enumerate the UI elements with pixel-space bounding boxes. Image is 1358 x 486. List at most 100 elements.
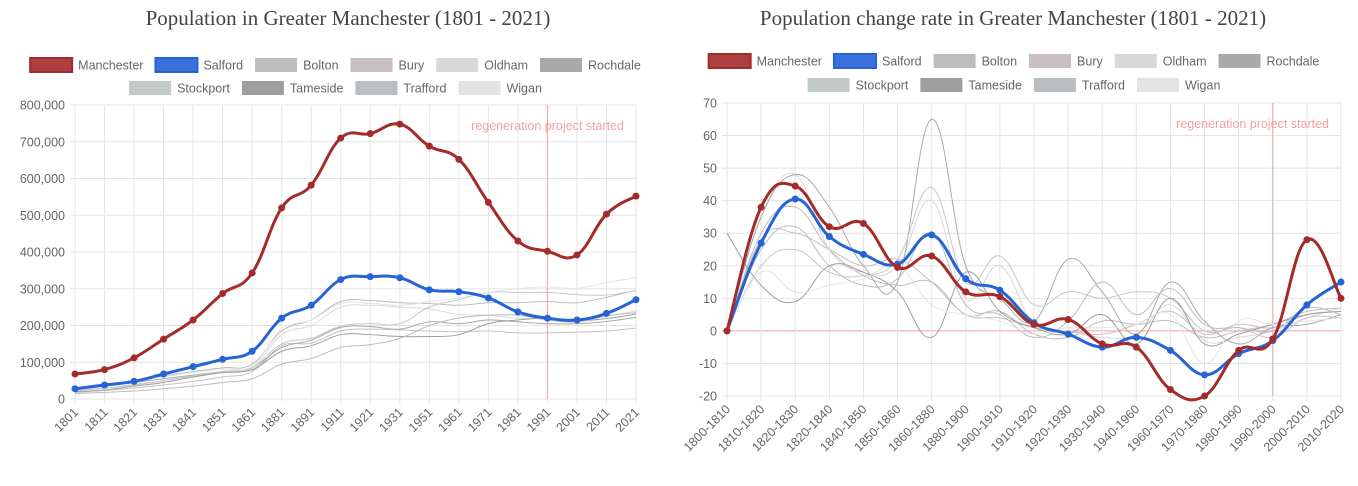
data-point [1201,392,1209,400]
legend-swatch [458,81,501,95]
data-point [632,296,640,304]
data-point [484,294,492,302]
legend-swatch [1218,54,1261,68]
legend-swatch [436,58,479,72]
x-tick-label: 1881 [258,405,288,435]
annotation-label: regeneration project started [1176,117,1329,131]
data-point [791,182,799,190]
x-tick-label: 2021 [613,405,643,435]
data-point [859,250,867,258]
x-tick-label: 1861 [229,405,259,435]
data-point [160,370,168,378]
legend-label: Rochdale [1267,55,1320,69]
series-line [726,172,1342,344]
data-point [1166,346,1174,354]
data-point [425,286,433,294]
data-point [337,134,345,142]
x-tick-label: 1991 [524,405,554,435]
legend-label: Salford [203,59,243,73]
y-tick-label: 10 [703,292,717,306]
x-tick-label: 1891 [288,405,318,435]
legend-label: Trafford [1082,79,1125,93]
x-tick-label: 1841 [170,405,200,435]
x-tick-label: 1931 [376,405,406,435]
data-point [996,293,1004,301]
data-point [757,239,765,247]
data-point [962,288,970,296]
x-tick-label: 1911 [318,405,347,434]
legend-label: Trafford [403,82,446,96]
legend-label: Tameside [968,79,1022,93]
data-point [455,155,463,163]
x-tick-label: 1851 [199,405,229,435]
data-point [825,232,833,240]
legend-swatch [1029,54,1072,68]
y-tick-label: 500,000 [20,209,65,223]
data-point [278,204,286,212]
legend-swatch [540,58,583,72]
data-point [1166,385,1174,393]
data-point [573,316,581,324]
legend-swatch [129,81,172,95]
x-tick-label: 1831 [140,405,170,435]
x-tick-label: 1811 [82,405,111,434]
legend-swatch [241,81,284,95]
data-point [1030,320,1038,328]
series-line [726,205,1342,340]
series-line [74,290,637,391]
x-tick-label: 1821 [111,405,141,435]
y-tick-label: 200,000 [20,319,65,333]
series-line [726,118,1342,345]
data-point [248,347,256,355]
data-point [278,314,286,322]
data-point [632,192,640,200]
legend-label: Manchester [78,59,143,73]
y-tick-label: 100,000 [20,356,65,370]
data-point [130,354,138,362]
legend-swatch [355,81,398,95]
legend-swatch [1033,78,1076,92]
data-point [757,203,765,211]
data-point [791,195,799,203]
legend-swatch [255,58,298,72]
data-point [1337,278,1345,286]
y-tick-label: -20 [699,390,717,404]
y-tick-label: 50 [703,162,717,176]
y-tick-label: 800,000 [20,99,65,113]
legend-label: Manchester [757,55,822,69]
data-point [1303,236,1311,244]
legend-label: Bolton [982,55,1017,69]
y-tick-label: 700,000 [20,135,65,149]
series-line [74,327,637,393]
data-point [514,237,522,245]
legend-swatch [154,57,199,73]
legend-swatch [807,78,850,92]
legend-label: Rochdale [588,59,641,73]
data-point [307,181,315,189]
legend-row: Stockport Tameside Trafford Wigan [129,81,542,96]
data-point [1201,371,1209,379]
legend-swatch [832,53,877,69]
data-point [219,290,227,298]
legend-swatch [350,58,393,72]
data-point [307,301,315,309]
legend-label: Oldham [484,59,528,73]
legend-label: Salford [882,55,922,69]
data-point [894,263,902,271]
series-line [74,277,637,389]
legend-label: Wigan [1185,79,1220,93]
legend-label: Tameside [290,82,344,96]
data-point [1064,315,1072,323]
series-line [726,225,1342,339]
y-tick-label: 60 [703,129,717,143]
y-tick-label: 20 [703,259,717,273]
data-point [248,269,256,277]
data-point [396,274,404,282]
data-point [366,130,374,138]
legend-label: Bury [399,59,425,73]
data-point [1269,335,1277,343]
data-point [602,309,610,317]
chart-title: Population change rate in Greater Manche… [760,6,1266,30]
legend-swatch [920,78,963,92]
